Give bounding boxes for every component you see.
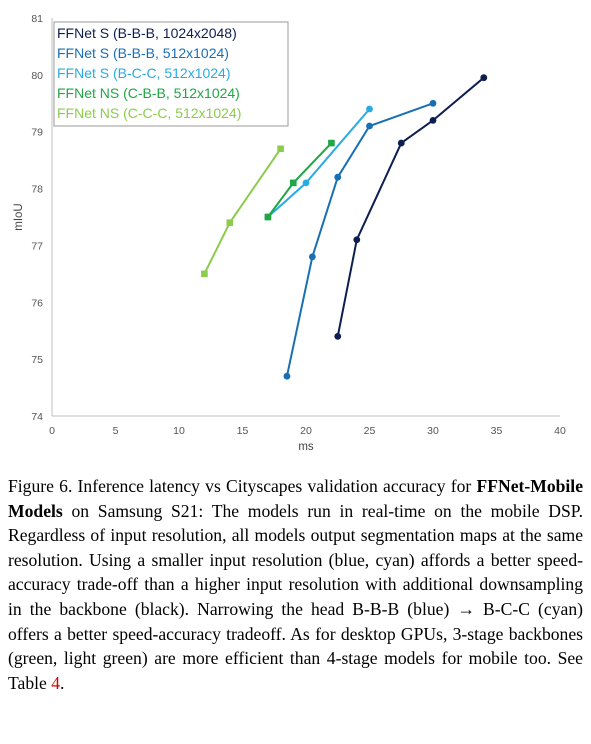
y-tick-label: 77	[31, 240, 43, 252]
y-tick-label: 81	[31, 13, 43, 25]
data-point	[226, 219, 234, 226]
y-tick-label: 76	[31, 297, 43, 309]
data-point	[328, 139, 335, 147]
data-point	[397, 139, 405, 147]
legend: FFNet S (B-B-B, 1024x2048) FFNet S (B-B-B…	[53, 21, 289, 127]
caption-text-3: .	[60, 672, 65, 693]
chart: 0 5 10 15 20 25 30 35 40 74 75 76 77 78 79 80 81 FFNet S…	[13, 13, 566, 453]
figure-caption: Figure 6. Inference latency vs Cityscape…	[8, 474, 583, 695]
series-line	[203, 148, 282, 275]
table-reference-link[interactable]: 4	[51, 672, 61, 693]
data-point	[201, 270, 208, 278]
data-point	[290, 179, 297, 187]
data-point	[353, 236, 361, 244]
legend-entry: FFNet S (B-B-B, 1024x2048)	[57, 25, 237, 41]
data-point	[366, 105, 373, 113]
x-tick-label: 40	[554, 425, 566, 437]
y-tick-label: 80	[31, 70, 43, 82]
y-tick-label: 75	[31, 354, 43, 366]
x-tick-label: 10	[173, 425, 185, 437]
data-point	[283, 372, 291, 380]
y-tick-label: 78	[31, 184, 43, 196]
data-point	[480, 74, 488, 82]
series-4	[264, 139, 335, 221]
x-tick-label: 15	[237, 425, 249, 437]
x-tick-label: 35	[491, 425, 503, 437]
legend-entry: FFNet S (B-B-B, 512x1024)	[57, 45, 229, 61]
legend-entry: FFNet S (B-C-C, 512x1024)	[57, 65, 231, 81]
series-1	[334, 74, 488, 340]
series-line	[336, 76, 485, 337]
caption-bold-text: FFNet-Mobile Models	[8, 476, 583, 521]
x-tick-label: 0	[49, 425, 55, 437]
data-point	[429, 116, 437, 124]
x-tick-label: 30	[427, 425, 439, 437]
x-tick-label: 5	[113, 425, 119, 437]
caption-text-1: Figure 6. Inference latency vs Cityscape…	[8, 476, 477, 496]
y-axis-label: mIoU	[13, 203, 25, 230]
series-5	[201, 145, 284, 278]
x-tick-label: 20	[300, 425, 312, 437]
legend-box	[53, 21, 289, 127]
data-point	[302, 179, 310, 187]
data-point	[264, 213, 272, 221]
caption-text-2: on Samsung S21: The models run in real-t…	[8, 500, 583, 693]
x-axis-label: ms	[298, 441, 314, 453]
series-layer	[201, 74, 488, 380]
y-tick-label: 79	[31, 127, 43, 139]
data-point	[277, 145, 284, 153]
data-point	[308, 253, 316, 261]
data-point	[366, 122, 373, 130]
data-point	[334, 173, 342, 181]
data-point	[429, 99, 437, 107]
data-point	[334, 333, 342, 340]
x-tick-label: 25	[364, 425, 376, 437]
axes: 0 5 10 15 20 25 30 35 40 74 75 76 77 78 79 80 81	[31, 13, 566, 437]
legend-entry: FFNet NS (C-B-B, 512x1024)	[57, 85, 240, 101]
legend-entry: FFNet NS (C-C-C, 512x1024)	[57, 105, 241, 121]
series-2	[283, 99, 437, 380]
y-tick-label: 74	[31, 411, 43, 423]
